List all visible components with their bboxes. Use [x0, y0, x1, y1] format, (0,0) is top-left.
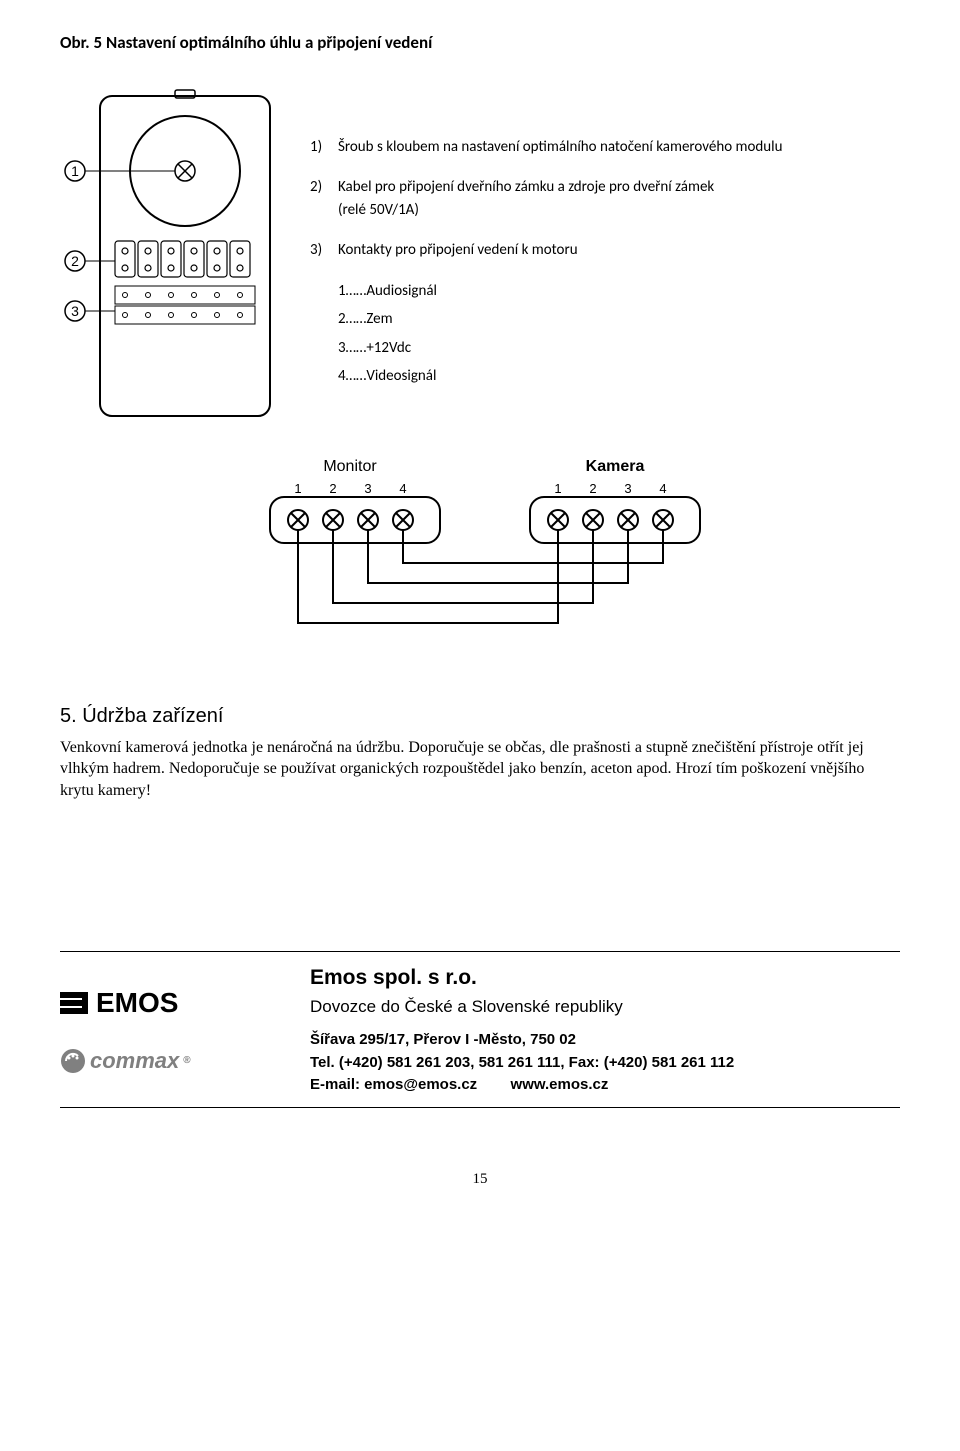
svg-text:2: 2 — [71, 253, 79, 269]
list-text-3: Kontakty pro připojení vedení k motoru — [338, 239, 578, 262]
company-address: Šířava 295/17, Přerov I -Město, 750 02 — [310, 1029, 900, 1052]
description-list: 1) Šroub s kloubem na nastavení optimáln… — [310, 86, 900, 434]
top-section: 1 2 3 1) Šroub s kloubem na nastavení op… — [60, 86, 900, 434]
label-kamera: Kamera — [586, 458, 645, 475]
company-subtitle: Dovozce do České a Slovenské republiky — [310, 994, 900, 1020]
page-number: 15 — [60, 1168, 900, 1191]
svg-text:1: 1 — [71, 163, 79, 179]
device-svg: 1 2 3 — [60, 86, 280, 426]
list-item-3: 3) Kontakty pro připojení vedení k motor… — [310, 239, 900, 262]
svg-text:1: 1 — [294, 481, 301, 496]
section-5-body: Venkovní kamerová jednotka je nenáročná … — [60, 737, 900, 802]
list-num-2: 2) — [310, 176, 338, 221]
svg-text:2: 2 — [589, 481, 596, 496]
commax-reg: ® — [183, 1053, 190, 1068]
footer-block: EMOS commax ® Emos spol. s r.o. Dovozce d… — [60, 951, 900, 1108]
wiring-svg: Monitor Kamera 1 2 3 4 1 2 3 4 — [220, 453, 740, 653]
company-email: E-mail: emos@emos.cz — [310, 1076, 477, 1093]
list-num-3: 3) — [310, 239, 338, 262]
section-5-heading: 5. Údržba zařízení — [60, 701, 900, 731]
list-text-2-sub: (relé 50V/1A) — [338, 201, 419, 219]
sub-item-4: 4……Videosignál — [338, 365, 900, 388]
emos-logo-text: EMOS — [96, 982, 178, 1024]
footer-info: Emos spol. s r.o. Dovozce do České a Slo… — [310, 962, 900, 1097]
list-text-2: Kabel pro připojení dveřního zámku a zdr… — [338, 176, 714, 221]
svg-text:4: 4 — [659, 481, 666, 496]
company-email-web: E-mail: emos@emos.cz www.emos.cz — [310, 1074, 900, 1097]
label-monitor: Monitor — [323, 458, 377, 475]
svg-text:2: 2 — [329, 481, 336, 496]
commax-logo-icon — [60, 1048, 86, 1074]
sub-item-1: 1……Audiosignál — [338, 280, 900, 303]
svg-text:1: 1 — [554, 481, 561, 496]
commax-logo: commax ® — [60, 1044, 290, 1077]
list-text-1: Šroub s kloubem na nastavení optimálního… — [338, 136, 783, 159]
svg-text:3: 3 — [624, 481, 631, 496]
device-diagram: 1 2 3 — [60, 86, 280, 434]
commax-logo-text: commax — [90, 1044, 179, 1077]
sub-item-2: 2……Zem — [338, 308, 900, 331]
list-text-2-main: Kabel pro připojení dveřního zámku a zdr… — [338, 178, 714, 196]
list-num-1: 1) — [310, 136, 338, 159]
figure-caption: Obr. 5 Nastavení optimálního úhlu a přip… — [60, 30, 900, 56]
svg-text:3: 3 — [364, 481, 371, 496]
company-tel: Tel. (+420) 581 261 203, 581 261 111, Fa… — [310, 1052, 900, 1075]
footer-logos: EMOS commax ® — [60, 962, 290, 1097]
signal-sublist: 1……Audiosignál 2……Zem 3……+12Vdc 4……Video… — [338, 280, 900, 388]
company-website: www.emos.cz — [511, 1076, 609, 1093]
emos-logo-icon — [60, 988, 90, 1018]
svg-text:3: 3 — [71, 303, 79, 319]
list-item-2: 2) Kabel pro připojení dveřního zámku a … — [310, 176, 900, 221]
list-item-1: 1) Šroub s kloubem na nastavení optimáln… — [310, 136, 900, 159]
emos-logo: EMOS — [60, 982, 290, 1024]
sub-item-3: 3……+12Vdc — [338, 337, 900, 360]
company-name: Emos spol. s r.o. — [310, 962, 900, 994]
wiring-diagram: Monitor Kamera 1 2 3 4 1 2 3 4 — [60, 453, 900, 661]
svg-text:4: 4 — [399, 481, 406, 496]
